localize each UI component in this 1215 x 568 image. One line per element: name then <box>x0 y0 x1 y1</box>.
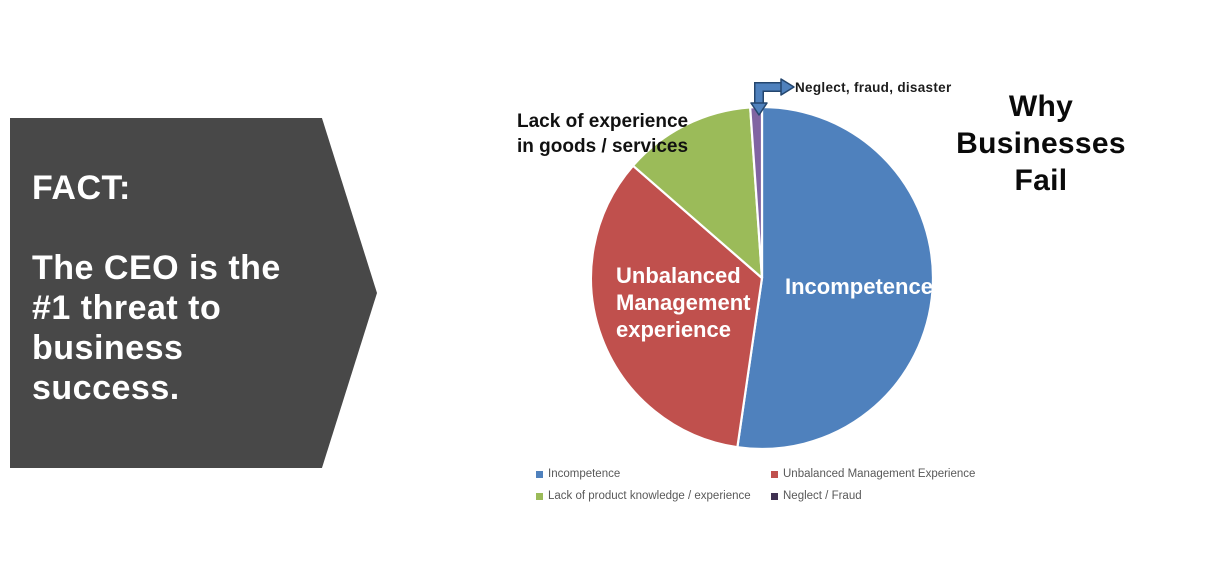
fact-heading: FACT: <box>32 169 131 207</box>
legend-swatch-lack-of-product-knowledge <box>536 492 543 500</box>
pie-slice-incompetence <box>736 105 935 451</box>
legend-label-neglect-fraud: Neglect / Fraud <box>783 490 862 502</box>
legend-label-unbalanced-management: Unbalanced Management Experience <box>783 468 976 480</box>
pie-slice-lack-of-product-knowledge-experience <box>631 106 764 280</box>
fact-banner: FACT: The CEO is the #1 threat to busine… <box>10 118 377 468</box>
legend-swatch-neglect-fraud <box>771 492 778 500</box>
slice-label-unbalanced-management: Unbalanced Management experience <box>616 263 751 342</box>
pie-chart <box>555 75 975 485</box>
bent-arrow-icon <box>750 78 795 116</box>
pie-chart-svg <box>589 105 935 451</box>
legend-item-neglect-fraud: Neglect / Fraud <box>771 489 862 503</box>
legend-swatch-incompetence <box>536 470 543 478</box>
pie-slice-unbalanced-management-experience <box>589 164 764 449</box>
legend-item-lack-of-product-knowledge: Lack of product knowledge / experience <box>536 489 751 503</box>
legend-item-incompetence: Incompetence <box>536 467 620 481</box>
legend-label-incompetence: Incompetence <box>548 468 621 480</box>
fact-body-text: The CEO is the #1 threat to business suc… <box>32 249 281 407</box>
legend-swatch-unbalanced-management <box>771 470 778 478</box>
legend-item-unbalanced-management: Unbalanced Management Experience <box>771 467 975 481</box>
legend-label-lack-of-product-knowledge: Lack of product knowledge / experience <box>548 490 751 502</box>
slice-label-incompetence: Incompetence <box>785 274 933 299</box>
chart-title: Why Businesses Fail <box>956 90 1126 197</box>
callout-label-lack-of-experience: Lack of experience in goods / services <box>517 111 689 157</box>
callout-label-neglect-fraud-disaster: Neglect, fraud, disaster <box>795 80 952 95</box>
